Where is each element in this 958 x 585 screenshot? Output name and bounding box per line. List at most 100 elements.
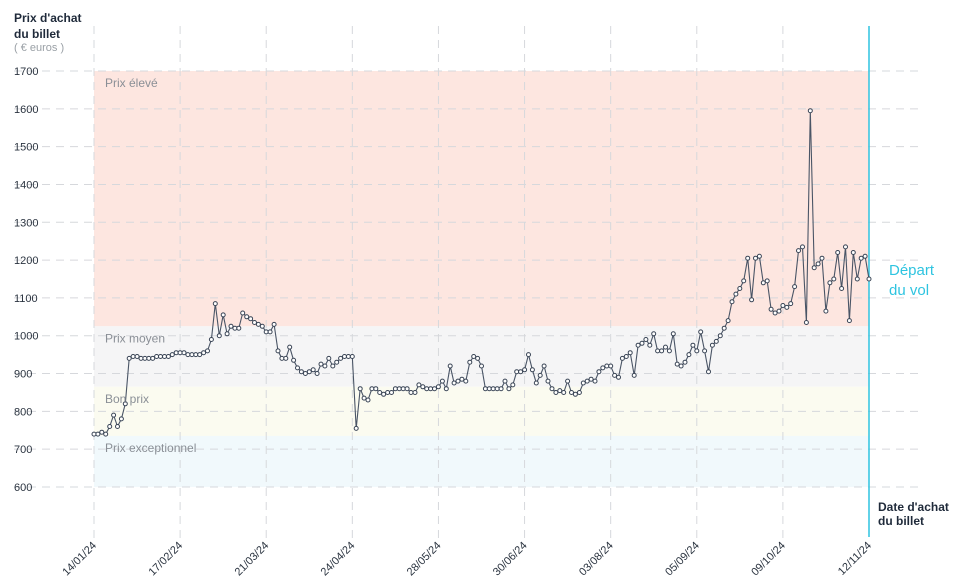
price-point (572, 391, 578, 397)
y-axis-ticks: 600 700 800 900 1000 1100 1200 1300 1400 1500 1600… (14, 66, 38, 494)
price-point (674, 361, 680, 367)
price-point (236, 325, 242, 331)
departure-label-line1: Départ (889, 262, 935, 279)
price-point (439, 378, 445, 384)
price-point (248, 316, 254, 322)
price-point (780, 303, 786, 308)
price-point (800, 244, 805, 250)
price-point (702, 348, 708, 354)
price-point (502, 378, 508, 384)
price-point (255, 321, 261, 327)
price-point (115, 424, 120, 429)
y-tick-label: 1200 (14, 255, 38, 267)
price-zones (94, 71, 869, 487)
y-tick-label: 1700 (14, 66, 38, 78)
price-point (835, 250, 841, 255)
price-point (788, 301, 794, 307)
price-point (753, 255, 758, 261)
zone-label-2: Bon prix (105, 392, 149, 406)
price-point (553, 390, 559, 395)
price-point (772, 310, 778, 316)
price-point (639, 340, 645, 346)
x-tick-label: 28/05/24 (405, 540, 444, 579)
price-point (361, 395, 367, 401)
price-point (330, 363, 336, 369)
price-point (267, 329, 273, 335)
price-point (561, 390, 567, 395)
price-point (420, 384, 426, 390)
price-point (545, 378, 551, 384)
y-axis-title-line1: Prix d'achat (14, 11, 82, 25)
price-point (635, 342, 641, 348)
price-point (212, 301, 218, 307)
price-point (565, 378, 571, 384)
price-point (619, 355, 625, 361)
price-point (107, 424, 113, 429)
price-point (866, 276, 872, 282)
price-point (827, 280, 833, 286)
price-point (839, 286, 845, 291)
price-point (435, 384, 441, 390)
price-point (647, 342, 653, 348)
price-point (831, 276, 837, 282)
price-point (529, 367, 535, 373)
price-point (408, 390, 414, 395)
price-point (479, 363, 484, 369)
price-point (862, 253, 868, 259)
price-point (357, 386, 363, 392)
price-point (706, 369, 711, 375)
price-point (471, 354, 477, 359)
price-point (733, 291, 739, 297)
y-axis-unit: ( € euros ) (14, 42, 64, 54)
y-tick-label: 700 (14, 444, 32, 456)
price-point (717, 333, 723, 339)
price-point (334, 359, 340, 365)
price-point (843, 244, 848, 250)
price-point (298, 369, 304, 375)
price-point (819, 255, 825, 261)
price-point (760, 280, 766, 286)
price-point (181, 350, 187, 356)
price-point (287, 344, 293, 350)
price-point (815, 261, 821, 267)
price-point (142, 355, 148, 361)
price-point (549, 386, 555, 392)
y-tick-label: 1500 (14, 142, 38, 154)
x-tick-label: 14/01/24 (60, 540, 99, 579)
price-point (651, 331, 657, 337)
price-series (91, 108, 872, 437)
x-tick-label: 21/03/24 (233, 540, 272, 579)
price-point (796, 248, 801, 254)
price-point (111, 412, 117, 418)
price-point (631, 372, 637, 378)
price-point (396, 386, 402, 392)
price-point (373, 386, 379, 392)
price-point (569, 390, 574, 395)
price-point (103, 431, 109, 437)
y-tick-label: 800 (14, 406, 32, 418)
price-point (741, 278, 747, 284)
x-tick-label: 12/11/24 (836, 540, 874, 578)
price-point (130, 354, 136, 359)
x-tick-label: 03/08/24 (577, 540, 616, 579)
price-point (295, 365, 300, 371)
price-point (118, 416, 124, 422)
price-point (389, 390, 394, 395)
price-point (306, 369, 312, 375)
zone-label-3: Prix exceptionnel (105, 441, 196, 455)
price-point (455, 378, 461, 384)
price-point (580, 380, 586, 386)
price-point (432, 386, 437, 392)
y-tick-label: 600 (14, 482, 32, 494)
price-point (318, 361, 324, 367)
y-tick-label: 900 (14, 369, 32, 381)
price-point (451, 380, 457, 386)
price-point (224, 331, 230, 337)
price-point (612, 372, 618, 378)
x-axis-title-line1: Date d'achat (878, 500, 949, 514)
price-point (150, 355, 156, 361)
price-point (854, 276, 860, 282)
price-point (232, 325, 238, 331)
price-point (338, 355, 344, 361)
